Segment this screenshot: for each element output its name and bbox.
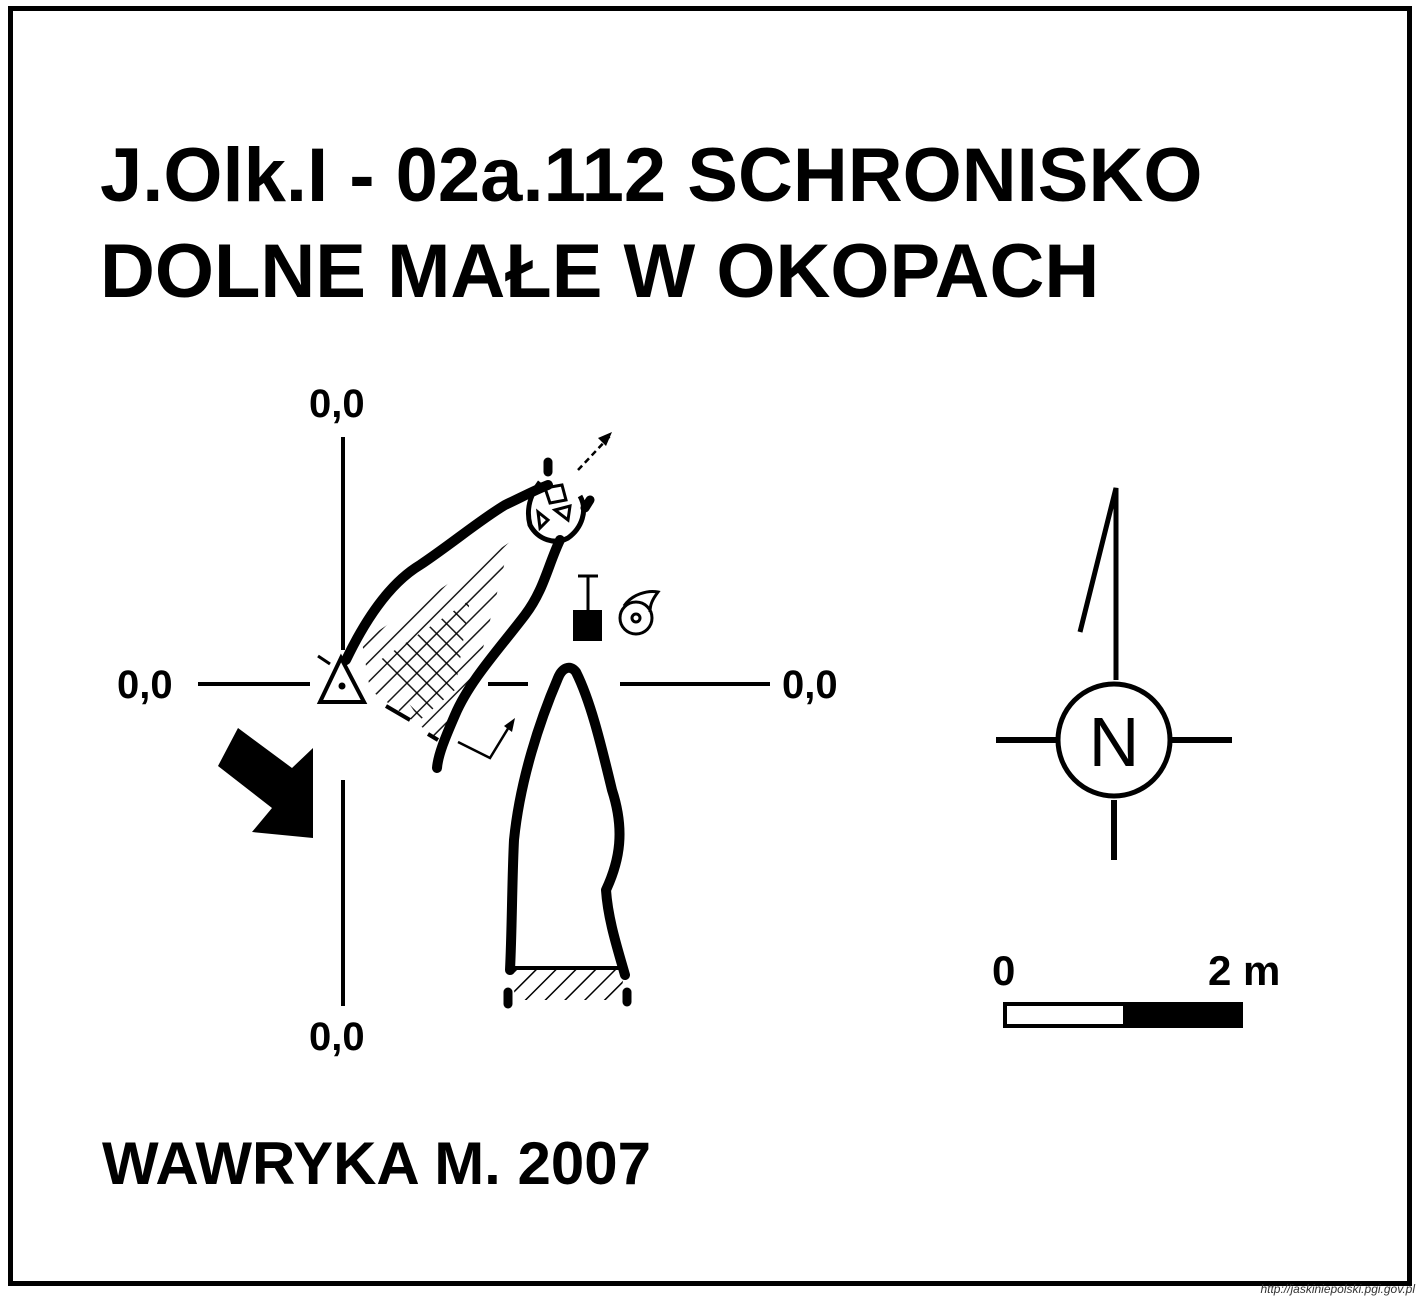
north-compass-icon	[996, 487, 1232, 860]
map-title: J.Olk.I - 02a.112 SCHRONISKO DOLNE MAŁE …	[100, 128, 1202, 320]
source-url: http://jaskiniepolski.pgi.gov.pl	[1260, 1282, 1415, 1296]
compass-north-label: N	[1089, 703, 1140, 781]
coord-label-left: 0,0	[117, 663, 173, 707]
map-frame	[8, 6, 1412, 1286]
entrance-arrow-icon	[218, 728, 313, 838]
title-line-2: DOLNE MAŁE W OKOPACH	[100, 229, 1100, 314]
survey-station-icon	[316, 653, 368, 704]
scale-end-label: 2 m	[1208, 947, 1281, 994]
passage-continuation-arrow	[457, 718, 515, 760]
reference-grid-lines	[198, 437, 770, 1006]
shell-fauna-icon	[618, 590, 661, 636]
author-credit: WAWRYKA M. 2007	[102, 1130, 651, 1197]
coord-label-bottom: 0,0	[309, 1015, 365, 1059]
coord-label-top: 0,0	[309, 382, 365, 426]
upper-passage	[317, 432, 612, 773]
excavation-shovel-icon	[573, 574, 602, 641]
lower-chamber	[503, 662, 632, 1009]
title-line-1: J.Olk.I - 02a.112 SCHRONISKO	[100, 133, 1203, 218]
scale-start-label: 0	[992, 947, 1016, 994]
scale-bar	[1003, 1002, 1243, 1028]
coord-label-right: 0,0	[782, 663, 838, 707]
